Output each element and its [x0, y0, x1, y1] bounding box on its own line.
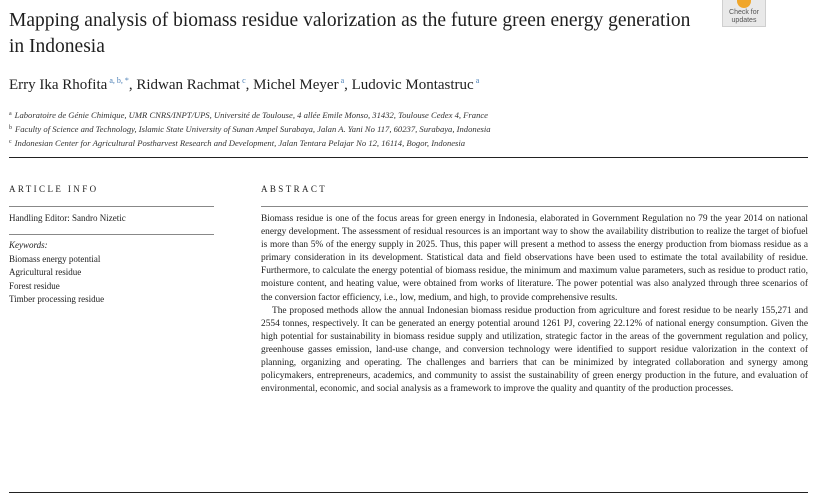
editor-divider: [9, 234, 214, 235]
badge-line-2: updates: [731, 16, 757, 24]
abstract-heading: ABSTRACT: [261, 184, 328, 194]
author-name[interactable]: Michel Meyer: [253, 77, 339, 93]
author-list: Erry Ika Rhofita a, b, *, Ridwan Rachmat c…: [9, 76, 480, 93]
author-affil-ref[interactable]: c: [242, 76, 246, 85]
abstract-paragraph-2: The proposed methods allow the annual In…: [261, 305, 808, 395]
affiliation-list: a Laboratoire de Génie Chimique, UMR CNRS…: [9, 108, 491, 150]
article-info-divider: [9, 206, 214, 207]
article-info-heading: ARTICLE INFO: [9, 184, 99, 194]
author-affil-ref[interactable]: a: [475, 76, 480, 85]
keyword-item: Agricultural residue: [9, 267, 82, 278]
author-affil-ref[interactable]: a: [340, 76, 345, 85]
handling-editor: Handling Editor: Sandro Nizetic: [9, 213, 126, 223]
author-name[interactable]: Ridwan Rachmat: [136, 77, 241, 93]
abstract-divider: [261, 206, 808, 207]
abstract-body: Biomass residue is one of the focus area…: [261, 213, 808, 396]
author-name[interactable]: Ludovic Montastruc: [351, 77, 474, 93]
keywords-label: Keywords:: [9, 240, 48, 250]
author-affil-ref[interactable]: a, b, *: [109, 76, 129, 85]
keyword-item: Biomass energy potential: [9, 254, 101, 264]
header-divider: [9, 157, 808, 158]
keyword-item: Timber processing residue: [9, 293, 105, 304]
abstract-paragraph-1: Biomass residue is one of the focus area…: [261, 214, 808, 303]
author-name[interactable]: Erry Ika Rhofita: [9, 77, 108, 93]
affiliation-item: c Indonesian Center for Agricultural Post…: [9, 138, 466, 148]
badge-line-1: Check for: [729, 9, 759, 16]
keyword-list: Biomass energy potential Agricultural re…: [9, 253, 104, 306]
keyword-item: Forest residue: [9, 280, 60, 291]
affiliation-item: b Faculty of Science and Technology, Isla…: [9, 124, 491, 134]
check-for-updates-badge[interactable]: Check for updates: [722, 0, 766, 27]
affiliation-item: a Laboratoire de Génie Chimique, UMR CNRS…: [9, 110, 488, 120]
article-title: Mapping analysis of biomass residue valo…: [9, 10, 691, 57]
footer-divider: [9, 492, 808, 493]
crossmark-icon: [737, 0, 751, 8]
